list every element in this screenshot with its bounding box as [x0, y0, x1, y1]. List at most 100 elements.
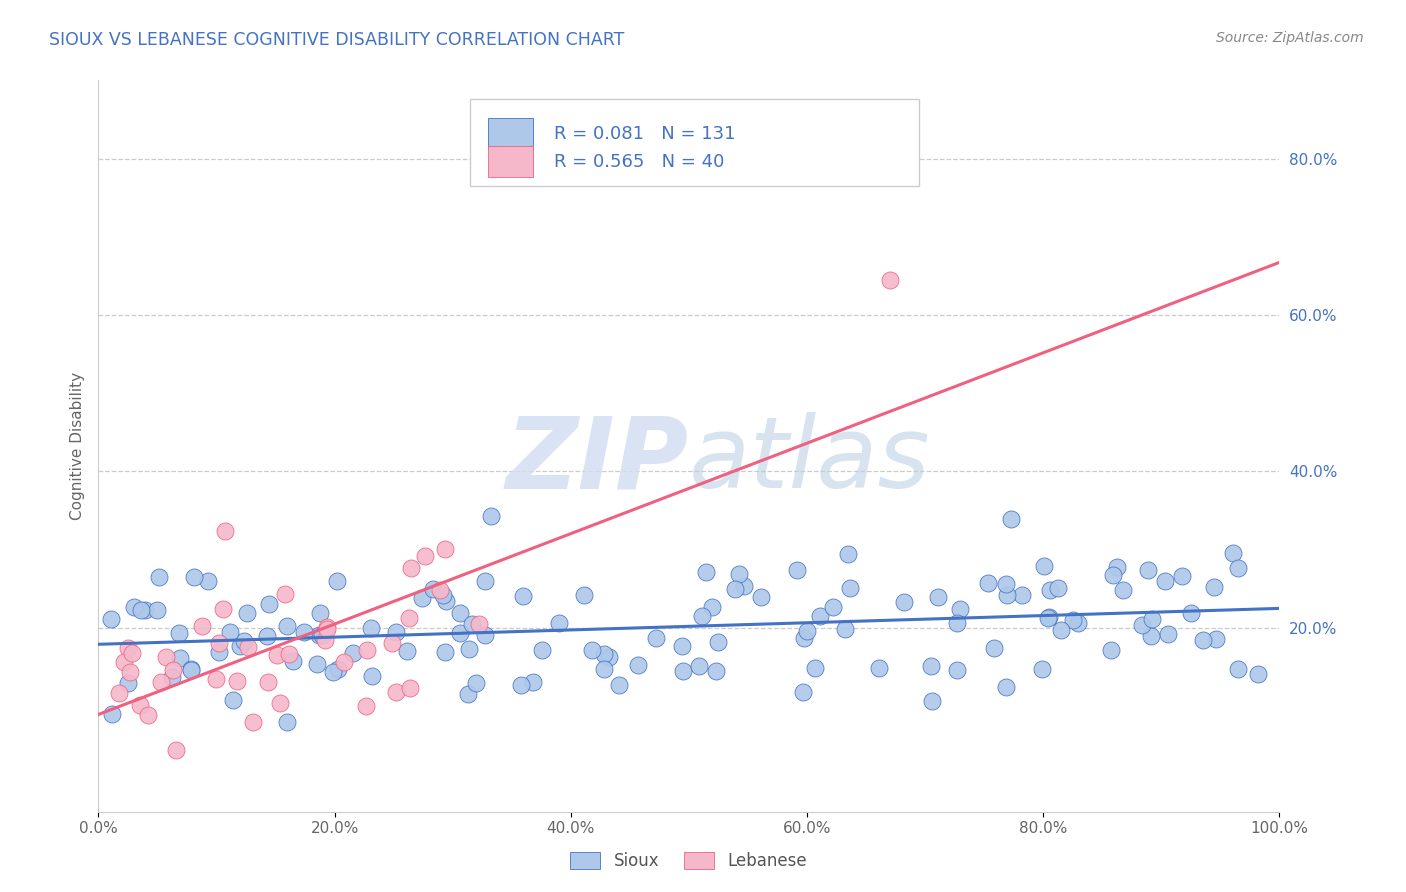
Point — [197, 574, 219, 588]
Point — [945, 615, 967, 630]
Point — [450, 626, 472, 640]
Point — [233, 634, 256, 648]
Point — [626, 658, 648, 673]
Point — [277, 648, 299, 662]
Point — [381, 635, 404, 649]
Point — [457, 642, 479, 657]
Point — [422, 582, 444, 596]
Point — [326, 663, 349, 677]
Point — [180, 662, 202, 676]
Point — [281, 654, 304, 668]
Point — [1202, 580, 1225, 594]
Point — [120, 665, 142, 680]
Point — [180, 663, 202, 677]
Point — [672, 664, 695, 678]
Point — [208, 636, 231, 650]
Point — [1102, 568, 1125, 582]
Point — [162, 670, 184, 684]
Point — [468, 617, 491, 632]
Point — [356, 643, 378, 657]
Point — [1046, 581, 1069, 595]
Point — [1227, 662, 1250, 676]
Text: SIOUX VS LEBANESE COGNITIVE DISABILITY CORRELATION CHART: SIOUX VS LEBANESE COGNITIVE DISABILITY C… — [49, 31, 624, 49]
Point — [266, 648, 288, 662]
Point — [395, 644, 418, 658]
Point — [305, 657, 328, 671]
Point — [434, 542, 457, 557]
Point — [146, 603, 169, 617]
Point — [879, 273, 901, 287]
Point — [522, 675, 544, 690]
Point — [129, 698, 152, 713]
Point — [1038, 583, 1060, 598]
Point — [308, 628, 330, 642]
Point — [114, 655, 136, 669]
Point — [834, 622, 856, 636]
Point — [995, 588, 1018, 602]
Point — [322, 665, 344, 680]
Point — [893, 594, 915, 608]
Point — [1227, 560, 1250, 574]
Point — [1000, 512, 1022, 526]
Point — [360, 669, 382, 683]
Point — [671, 640, 693, 654]
Point — [749, 591, 772, 605]
Point — [214, 524, 236, 539]
Point — [465, 676, 488, 690]
Point — [117, 676, 139, 690]
Bar — [488, 146, 533, 178]
Point — [512, 589, 534, 603]
Point — [129, 603, 152, 617]
Point — [1038, 611, 1060, 625]
Point — [921, 694, 943, 708]
Point — [150, 674, 173, 689]
Point — [572, 588, 595, 602]
Bar — [471, 99, 920, 186]
Point — [434, 594, 457, 608]
Point — [1033, 559, 1056, 574]
Point — [1136, 563, 1159, 577]
Text: R = 0.081   N = 131: R = 0.081 N = 131 — [554, 125, 735, 143]
Point — [1154, 574, 1177, 589]
Point — [207, 645, 229, 659]
Point — [1112, 582, 1135, 597]
Point — [977, 575, 1000, 590]
Point — [238, 640, 260, 655]
Point — [581, 643, 603, 657]
Point — [222, 693, 245, 707]
Point — [1180, 607, 1202, 621]
Point — [256, 629, 278, 643]
Point — [121, 646, 143, 660]
Point — [432, 588, 454, 602]
Point — [688, 659, 710, 673]
Point — [1031, 662, 1053, 676]
Point — [1049, 623, 1071, 637]
Point — [793, 631, 815, 645]
Point — [837, 547, 859, 561]
Point — [995, 680, 1018, 694]
Point — [1062, 613, 1084, 627]
Point — [242, 715, 264, 730]
Point — [257, 597, 280, 611]
Point — [226, 673, 249, 688]
Point — [162, 663, 184, 677]
Point — [101, 706, 124, 721]
Point — [325, 574, 347, 588]
Point — [607, 678, 630, 692]
Point — [292, 625, 315, 640]
Point — [309, 606, 332, 620]
Point — [1099, 643, 1122, 657]
Legend: Sioux, Lebanese: Sioux, Lebanese — [564, 845, 814, 877]
Point — [165, 743, 187, 757]
Point — [276, 715, 298, 730]
Point — [474, 628, 496, 642]
Point — [276, 619, 298, 633]
Point — [702, 600, 724, 615]
Point — [983, 640, 1005, 655]
Point — [474, 574, 496, 589]
Point — [1247, 667, 1270, 681]
Point — [134, 603, 156, 617]
Text: Source: ZipAtlas.com: Source: ZipAtlas.com — [1216, 31, 1364, 45]
Point — [510, 678, 533, 692]
Point — [1205, 632, 1227, 646]
